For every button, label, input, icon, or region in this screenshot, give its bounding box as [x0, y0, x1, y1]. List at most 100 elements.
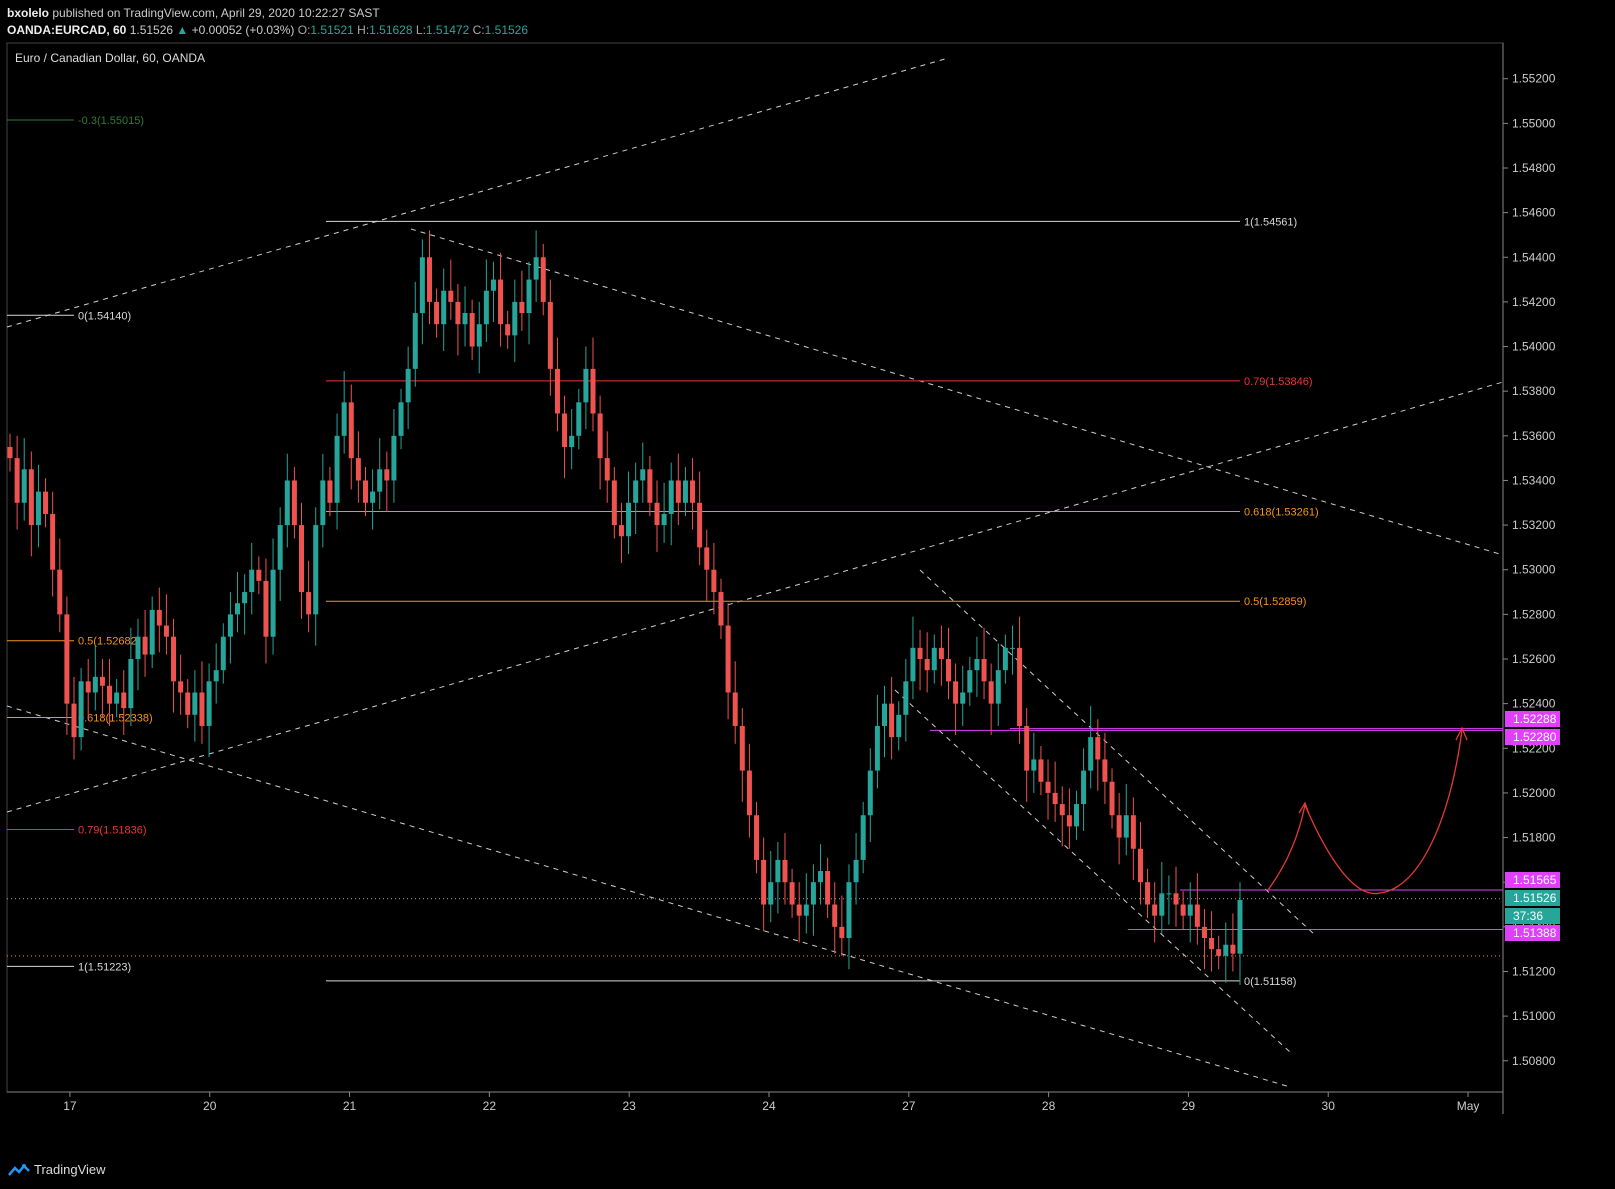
- y-tick-label: 1.52800: [1512, 607, 1556, 621]
- candle-body: [974, 659, 980, 671]
- candle-body: [924, 659, 930, 671]
- footer-brand[interactable]: TradingView: [8, 1162, 106, 1177]
- candle-body: [1109, 781, 1115, 816]
- y-tick-label: 1.51200: [1512, 964, 1556, 978]
- y-tick-label: 1.54200: [1512, 295, 1556, 309]
- candle-body: [1166, 893, 1172, 895]
- candle-body: [654, 502, 660, 526]
- candle-body: [1031, 759, 1037, 771]
- price-tag-label: 1.52280: [1513, 730, 1557, 744]
- candle-body: [1059, 804, 1065, 816]
- candle-body: [988, 681, 994, 704]
- candle-body: [1137, 848, 1143, 883]
- price-chart[interactable]: Euro / Canadian Dollar, 60, OANDA 1.55200…: [0, 0, 1615, 1160]
- candle-body: [789, 882, 795, 905]
- low-value: 1.51472: [425, 23, 470, 37]
- candle-body: [761, 859, 767, 905]
- candle-body: [227, 614, 233, 637]
- candle-body: [1081, 770, 1087, 805]
- candle-body: [647, 469, 653, 503]
- candle-body: [633, 480, 639, 503]
- candle-body: [775, 859, 781, 883]
- low-label: L:: [415, 23, 426, 37]
- x-tick-label: 20: [203, 1099, 217, 1113]
- candle-body: [576, 402, 582, 436]
- author-name[interactable]: bxolelo: [7, 6, 50, 20]
- candle-body: [754, 815, 760, 860]
- candle-body: [43, 491, 49, 514]
- candle-body: [931, 647, 937, 671]
- candle-body: [270, 569, 276, 637]
- candle-body: [690, 480, 696, 503]
- candle-body: [803, 904, 809, 916]
- candle-body: [1194, 904, 1200, 927]
- candle-body: [604, 458, 610, 481]
- fib-level-label: 0.79(1.51836): [78, 825, 147, 837]
- x-tick-label: 23: [622, 1099, 636, 1113]
- x-tick-label: 17: [63, 1099, 77, 1113]
- candle-body: [135, 636, 141, 660]
- fib-level-label: 0.5(1.52682): [78, 636, 140, 648]
- candle-body: [832, 904, 838, 927]
- candle-body: [540, 257, 546, 302]
- candle-body: [1009, 647, 1015, 649]
- y-tick-label: 1.52600: [1512, 652, 1556, 666]
- candle-body: [874, 725, 880, 771]
- candle-body: [35, 491, 41, 526]
- y-tick-label: 1.53000: [1512, 563, 1556, 577]
- candle-body: [1237, 900, 1243, 954]
- last-price: 1.51526: [129, 23, 174, 37]
- candle-body: [405, 368, 411, 403]
- candle-body: [185, 692, 191, 715]
- candle-body: [14, 458, 20, 503]
- candle-body: [583, 368, 589, 403]
- candle-body: [455, 301, 461, 325]
- fib-level-label: 0(1.54140): [78, 310, 131, 322]
- candle-body: [725, 625, 731, 693]
- candle-body: [64, 614, 70, 704]
- open-label: O:: [297, 23, 311, 37]
- candle-body: [896, 714, 902, 738]
- candle-body: [398, 402, 404, 436]
- y-tick-label: 1.54800: [1512, 161, 1556, 175]
- high-label: H:: [357, 23, 370, 37]
- candle-body: [1180, 904, 1186, 916]
- candle-body: [903, 681, 909, 715]
- y-tick-label: 1.53400: [1512, 473, 1556, 487]
- candle-body: [377, 469, 383, 492]
- symbol: OANDA:EURCAD, 60: [7, 23, 127, 37]
- candle-body: [1002, 647, 1008, 671]
- candle-body: [796, 904, 802, 916]
- candle-body: [355, 458, 361, 481]
- price-tag-label: 1.51565: [1513, 873, 1557, 887]
- candle-body: [469, 313, 475, 347]
- candle-body: [334, 435, 340, 503]
- price-tag-label: 1.52288: [1513, 712, 1557, 726]
- candle-body: [348, 402, 354, 459]
- fib-level-label: 1(1.54561): [1244, 216, 1297, 228]
- symbol-info: OANDA:EURCAD, 60 1.51526 ▲ +0.00052 (+0.…: [7, 23, 528, 37]
- trend-line: [6, 58, 946, 328]
- candle-body: [1073, 804, 1079, 827]
- forecast-path: [1267, 729, 1463, 895]
- candle-body: [839, 926, 845, 938]
- candle-body: [114, 692, 120, 704]
- candle-body: [242, 592, 248, 604]
- price-tag: [1505, 729, 1560, 745]
- candle-body: [306, 592, 312, 615]
- chart-title: Euro / Canadian Dollar, 60, OANDA: [15, 51, 205, 65]
- candle-body: [1095, 737, 1101, 760]
- candle-body: [28, 469, 34, 526]
- candle-body: [142, 636, 148, 655]
- candle-body: [746, 770, 752, 816]
- candle-body: [490, 279, 496, 291]
- candle-body: [178, 681, 184, 693]
- candle-body: [675, 480, 681, 503]
- candle-body: [910, 647, 916, 682]
- candle-body: [732, 692, 738, 726]
- candle-body: [711, 569, 717, 593]
- fib-level-label: -0.3(1.55015): [78, 115, 144, 127]
- price-tag: [1505, 908, 1560, 924]
- candle-body: [512, 301, 518, 336]
- candle-body: [249, 569, 255, 593]
